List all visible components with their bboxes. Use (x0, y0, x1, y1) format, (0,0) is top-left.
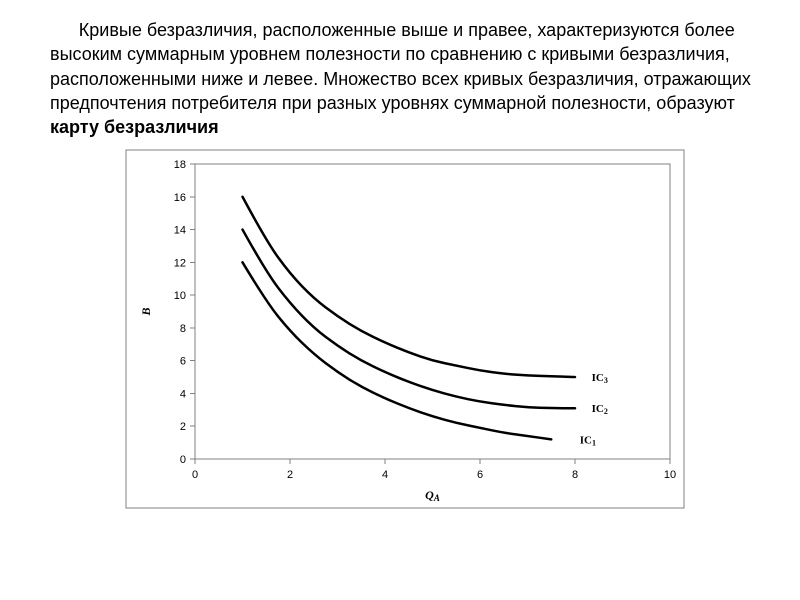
x-tick-label: 6 (477, 469, 483, 481)
x-tick-label: 8 (572, 469, 578, 481)
y-tick-label: 2 (180, 422, 186, 434)
y-tick-label: 10 (174, 291, 186, 303)
y-axis-label: B (139, 308, 153, 317)
y-tick-label: 16 (174, 192, 186, 204)
chart-svg: 0 2 4 6 8 10 12 14 16 18 0 2 4 6 8 10 B QA IC1 IC2 IC3 (125, 149, 685, 509)
indifference-chart: 0 2 4 6 8 10 12 14 16 18 0 2 4 6 8 10 B QA IC1 IC2 IC3 (125, 149, 685, 509)
y-tick-label: 18 (174, 159, 186, 171)
x-tick-label: 0 (192, 469, 198, 481)
curve-ic3 (243, 197, 576, 377)
y-tick-label: 12 (174, 258, 186, 270)
series-label-ic3: IC3 (592, 373, 608, 386)
x-axis-label: QA (425, 488, 440, 503)
series-label-ic2: IC2 (592, 404, 608, 417)
y-tick-label: 6 (180, 356, 186, 368)
y-tick-label: 4 (180, 389, 186, 401)
curve-ic2 (243, 230, 576, 409)
page-root: Кривые безразличия, расположенные выше и… (0, 0, 800, 600)
y-tick-label: 0 (180, 454, 186, 466)
chart-outer-border (126, 150, 684, 508)
x-tick-label: 2 (287, 469, 293, 481)
description-paragraph: Кривые безразличия, расположенные выше и… (50, 18, 760, 139)
curve-ic1 (243, 263, 552, 440)
paragraph-text: Кривые безразличия, расположенные выше и… (50, 20, 751, 113)
x-tick-label: 4 (382, 469, 388, 481)
series-label-ic1: IC1 (580, 435, 596, 448)
y-tick-label: 14 (174, 225, 186, 237)
y-tick-label: 8 (180, 323, 186, 335)
paragraph-bold: карту безразличия (50, 117, 219, 137)
x-tick-label: 10 (664, 469, 676, 481)
